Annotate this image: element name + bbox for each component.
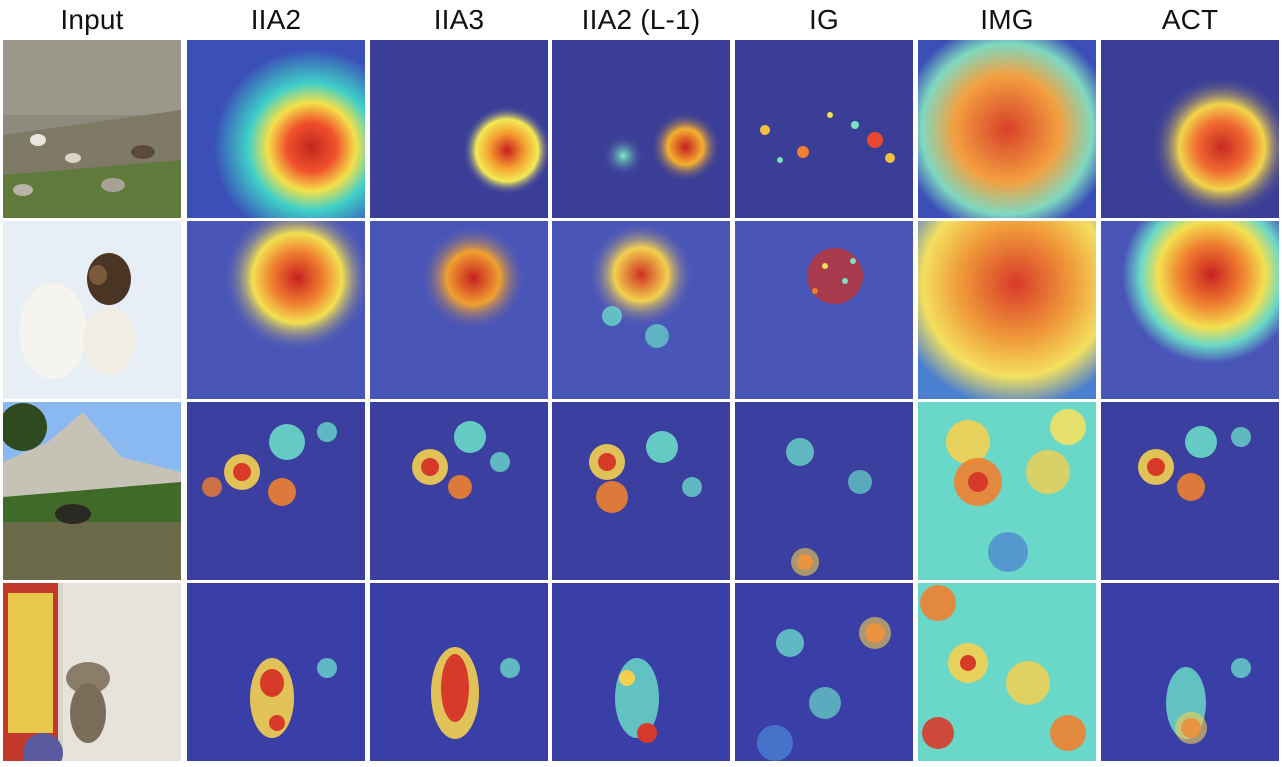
heatmap-noisy-brown-dog: [735, 221, 913, 399]
heatmap-goat-cluster-right: [187, 40, 365, 218]
heatmap-act-cat: [1101, 583, 1279, 761]
heatmap-brown-dog: [370, 221, 548, 399]
heatmap-img-meadow: [918, 402, 1096, 580]
heatmap-brown-dog: [187, 221, 365, 399]
heatmap-iia3-goats: [370, 40, 548, 218]
heatmap-hillside-patches: [370, 402, 548, 580]
heatmap-act-dogs: [1101, 221, 1279, 399]
heatmap-iia3-cat: [370, 583, 548, 761]
heatmap-ig-meadow: [735, 402, 913, 580]
heatmap-broad-patches: [918, 583, 1096, 761]
column-title-iia2-l-1: IIA2 (L-1): [581, 4, 701, 35]
input-image-dogs: [3, 221, 181, 399]
column-title-iia2: IIA2: [250, 4, 302, 35]
heatmap-img-dogs: [918, 221, 1096, 399]
heatmap-iia3-dogs: [370, 221, 548, 399]
heatmap-iia2-meadow: [187, 402, 365, 580]
column-title-input: Input: [60, 4, 124, 35]
heatmap-multiple-goats: [552, 40, 730, 218]
heatmap-iia2-l-1-dogs: [552, 221, 730, 399]
heatmap-img-goats: [918, 40, 1096, 218]
heatmap-hillside-patches: [187, 402, 365, 580]
column-title-ig: IG: [809, 4, 839, 35]
heatmap-sparse-blobs: [735, 402, 913, 580]
heatmap-hillside-patches: [552, 402, 730, 580]
column-header-row: Input IIA2 IIA3 IIA2 (L-1) IG IMG ACT: [0, 0, 1282, 40]
heatmap-img-cat: [918, 583, 1096, 761]
heatmap-goat-cluster-right: [1101, 40, 1279, 218]
input-image-cat: [3, 583, 181, 761]
heatmap-cat-edges: [552, 583, 730, 761]
dogs-in-snow-photo: [3, 221, 181, 399]
heatmap-scattered-goats: [735, 40, 913, 218]
heatmap-ig-dogs: [735, 221, 913, 399]
heatmap-goat-cluster-right: [370, 40, 548, 218]
input-image-goats: [3, 40, 181, 218]
heatmap-iia2-goats: [187, 40, 365, 218]
heatmap-brown-dog-and-others: [552, 221, 730, 399]
heatmap-iia2-l-1-cat: [552, 583, 730, 761]
heatmap-act-goats: [1101, 40, 1279, 218]
cat-in-aisle-photo: [3, 583, 181, 761]
heatmap-iia3-meadow: [370, 402, 548, 580]
heatmap-cat-body: [187, 583, 365, 761]
heatmap-ig-goats: [735, 40, 913, 218]
heatmap-hillside-patches: [1101, 402, 1279, 580]
heatmap-ig-cat: [735, 583, 913, 761]
heatmap-iia2-l-1-meadow: [552, 402, 730, 580]
column-title-iia3: IIA3: [433, 4, 485, 35]
column-title-act: ACT: [1161, 4, 1219, 35]
mountain-meadow-photo: [3, 402, 181, 580]
heatmap-iia2-l-1-goats: [552, 40, 730, 218]
heatmap-iia2-dogs: [187, 221, 365, 399]
heatmap-cat-body: [370, 583, 548, 761]
column-title-img: IMG: [980, 4, 1034, 35]
heatmap-act-meadow: [1101, 402, 1279, 580]
heatmap-broad-all-dogs: [918, 221, 1096, 399]
heatmap-cat-lower: [1101, 583, 1279, 761]
input-image-meadow: [3, 402, 181, 580]
heatmap-brown-dog: [1101, 221, 1279, 399]
heatmap-scattered-blobs: [735, 583, 913, 761]
heatmap-iia2-cat: [187, 583, 365, 761]
heatmap-broad-center: [918, 40, 1096, 218]
heatmap-broad-patches: [918, 402, 1096, 580]
goats-on-hillside-photo: [3, 40, 181, 218]
